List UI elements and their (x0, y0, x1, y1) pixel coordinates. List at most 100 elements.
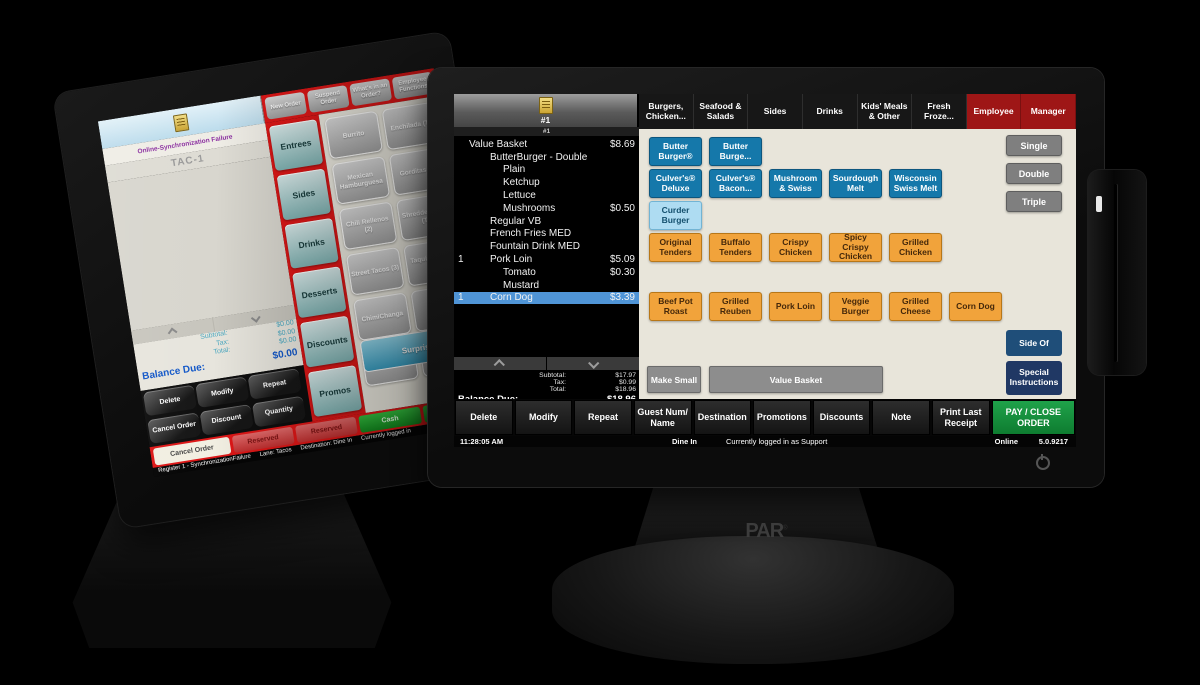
scroll-down-button[interactable] (547, 357, 639, 370)
bottom-bar-label: Delete (470, 412, 498, 423)
category-button-label: Drinks (297, 236, 326, 251)
card-reader[interactable] (1088, 170, 1146, 375)
menu-item-button[interactable]: Curder Burger (649, 201, 702, 230)
power-icon[interactable] (1036, 454, 1050, 470)
category-button[interactable]: Drinks (284, 217, 339, 270)
menu-item-button[interactable]: Mushroom & Swiss (769, 169, 822, 198)
order-line-item[interactable]: Value Basket $8.69 (454, 138, 639, 151)
special-instructions-button[interactable]: Special Instructions (1006, 361, 1062, 395)
order-action-button[interactable]: Cancel Order (147, 411, 202, 444)
scroll-up-button[interactable] (454, 357, 546, 370)
menu-item-label: Grilled Chicken (898, 237, 933, 257)
side-of-button[interactable]: Side Of (1006, 330, 1062, 356)
menu-item-button[interactable]: Crispy Chicken (769, 233, 822, 262)
order-line-name: Pork Loin (490, 254, 533, 266)
bottom-bar-button[interactable]: Print Last Receipt (932, 400, 990, 435)
category-button-label: Sides (291, 187, 316, 201)
menu-item-button[interactable]: Spicy Crispy Chicken (829, 233, 882, 262)
menu-item-button[interactable]: Grilled Chicken (889, 233, 942, 262)
menu-tab-bar: Burgers, Chicken... Seafood & Salads Sides… (639, 94, 1076, 129)
menu-item-button[interactable]: Corn Dog (949, 292, 1002, 321)
menu-item-button[interactable]: Grilled Cheese (889, 292, 942, 321)
menu-item-button[interactable]: Pork Loin (769, 292, 822, 321)
menu-tab[interactable]: Drinks (803, 94, 858, 129)
order-action-button[interactable]: Quantity (251, 395, 306, 427)
menu-tab[interactable]: Sides (748, 94, 803, 129)
order-line-item[interactable]: Lettuce (454, 189, 639, 202)
menu-item-button[interactable]: Chili Rellenos (2) (338, 201, 398, 251)
menu-item-button[interactable]: Wisconsin Swiss Melt (889, 169, 942, 198)
bottom-bar-button[interactable]: PAY / CLOSE ORDER (991, 400, 1076, 435)
destination-status: Dine In (672, 437, 698, 446)
order-line-item[interactable]: 1 Corn Dog $3.39 (454, 291, 639, 305)
bottom-bar-button[interactable]: Destination (693, 400, 752, 435)
menu-item-button[interactable]: Buffalo Tenders (709, 233, 762, 262)
order-line-item[interactable]: French Fries MED (454, 228, 639, 241)
category-button[interactable]: Entrees (268, 119, 324, 171)
menu-item-button[interactable]: Beef Pot Roast (649, 292, 702, 321)
bottom-action-bar: Delete Modify Repeat Guest Num/ Name Destina… (454, 399, 1076, 436)
menu-item-label: Curder Burger (661, 205, 690, 225)
menu-item-label: Chili Rellenos (2) (345, 215, 390, 234)
category-button[interactable]: Sides (276, 168, 332, 221)
menu-item-button[interactable]: Sourdough Melt (829, 169, 882, 198)
menu-item-label: Grilled Reuben (719, 296, 752, 316)
order-line-item[interactable]: Ketchup (454, 176, 639, 189)
function-button[interactable]: Suspend Order (306, 85, 350, 114)
bottom-bar-label: Discounts (819, 412, 864, 423)
menu-tab[interactable]: Employee (966, 94, 1022, 129)
category-button[interactable]: Promos (307, 365, 363, 417)
function-button[interactable]: New Order (264, 91, 308, 120)
function-button[interactable]: What's in an Order? (349, 78, 393, 107)
bottom-bar-button[interactable]: Note (872, 400, 930, 435)
menu-tab[interactable]: Kids' Meals & Other (858, 94, 913, 129)
menu-tab-label: Burgers, Chicken... (645, 100, 686, 121)
category-button[interactable]: Discounts (299, 315, 355, 368)
bottom-bar-button[interactable]: Discounts (812, 400, 871, 435)
bottom-bar-button[interactable]: Guest Num/ Name (633, 400, 692, 435)
make-small-button[interactable]: Make Small (647, 366, 701, 393)
order-line-item[interactable]: Regular VB (454, 215, 639, 228)
order-line-item[interactable]: ButterBurger - Double (454, 151, 639, 164)
menu-item-button[interactable]: Street Tacos (3) (345, 246, 405, 296)
order-line-item[interactable]: Plain (454, 164, 639, 177)
order-action-label: Quantity (264, 405, 294, 417)
menu-item-button[interactable]: Mexican Hamburguesa (331, 156, 391, 205)
order-action-button[interactable]: Modify (195, 376, 250, 409)
bottom-bar-button[interactable]: Modify (514, 400, 573, 435)
menu-tab[interactable]: Burgers, Chicken... (639, 94, 694, 129)
order-action-button[interactable]: Discount (199, 403, 254, 436)
menu-item-button[interactable]: Grilled Reuben (709, 292, 762, 321)
size-button-column: Single Double Triple (1006, 135, 1062, 212)
category-button[interactable]: Desserts (292, 266, 347, 319)
value-basket-button[interactable]: Value Basket (709, 366, 883, 393)
menu-item-button[interactable]: Butter Burger® (649, 137, 702, 166)
order-action-button[interactable]: Repeat (247, 368, 302, 400)
menu-item-button[interactable]: Original Tenders (649, 233, 702, 262)
receipt-icon (538, 96, 553, 114)
size-button[interactable]: Triple (1006, 191, 1062, 212)
menu-item-button[interactable]: Culver's® Bacon... (709, 169, 762, 198)
size-button[interactable]: Double (1006, 163, 1062, 184)
bottom-bar-button[interactable]: Delete (455, 400, 513, 435)
order-line-item[interactable]: Tomato $0.30 (454, 266, 639, 279)
order-line-item[interactable]: Mustard (454, 279, 639, 292)
menu-item-button[interactable]: Burrito (324, 110, 384, 160)
order-line-item[interactable]: 1 Pork Loin $5.09 (454, 253, 639, 266)
menu-item-button[interactable]: Culver's® Deluxe (649, 169, 702, 198)
menu-tab[interactable]: Manager (1021, 94, 1076, 129)
order-line-item[interactable]: Fountain Drink MED (454, 240, 639, 253)
menu-item-button[interactable]: Veggie Burger (829, 292, 882, 321)
order-line-item[interactable]: Mushrooms $0.50 (454, 202, 639, 215)
menu-tab[interactable]: Fresh Froze... (912, 94, 967, 129)
back-order-list[interactable] (107, 156, 295, 331)
size-button[interactable]: Single (1006, 135, 1062, 156)
menu-item-button[interactable]: Butter Burge... (709, 137, 762, 166)
menu-tab[interactable]: Seafood & Salads (694, 94, 749, 129)
menu-item-label: Corn Dog (956, 300, 995, 311)
order-action-button[interactable]: Delete (142, 384, 197, 417)
bottom-bar-button[interactable]: Promotions (753, 400, 811, 435)
bottom-bar-button[interactable]: Repeat (574, 400, 632, 435)
payment-button-label: Reserved (246, 433, 280, 446)
order-line-name: Ketchup (503, 177, 540, 189)
